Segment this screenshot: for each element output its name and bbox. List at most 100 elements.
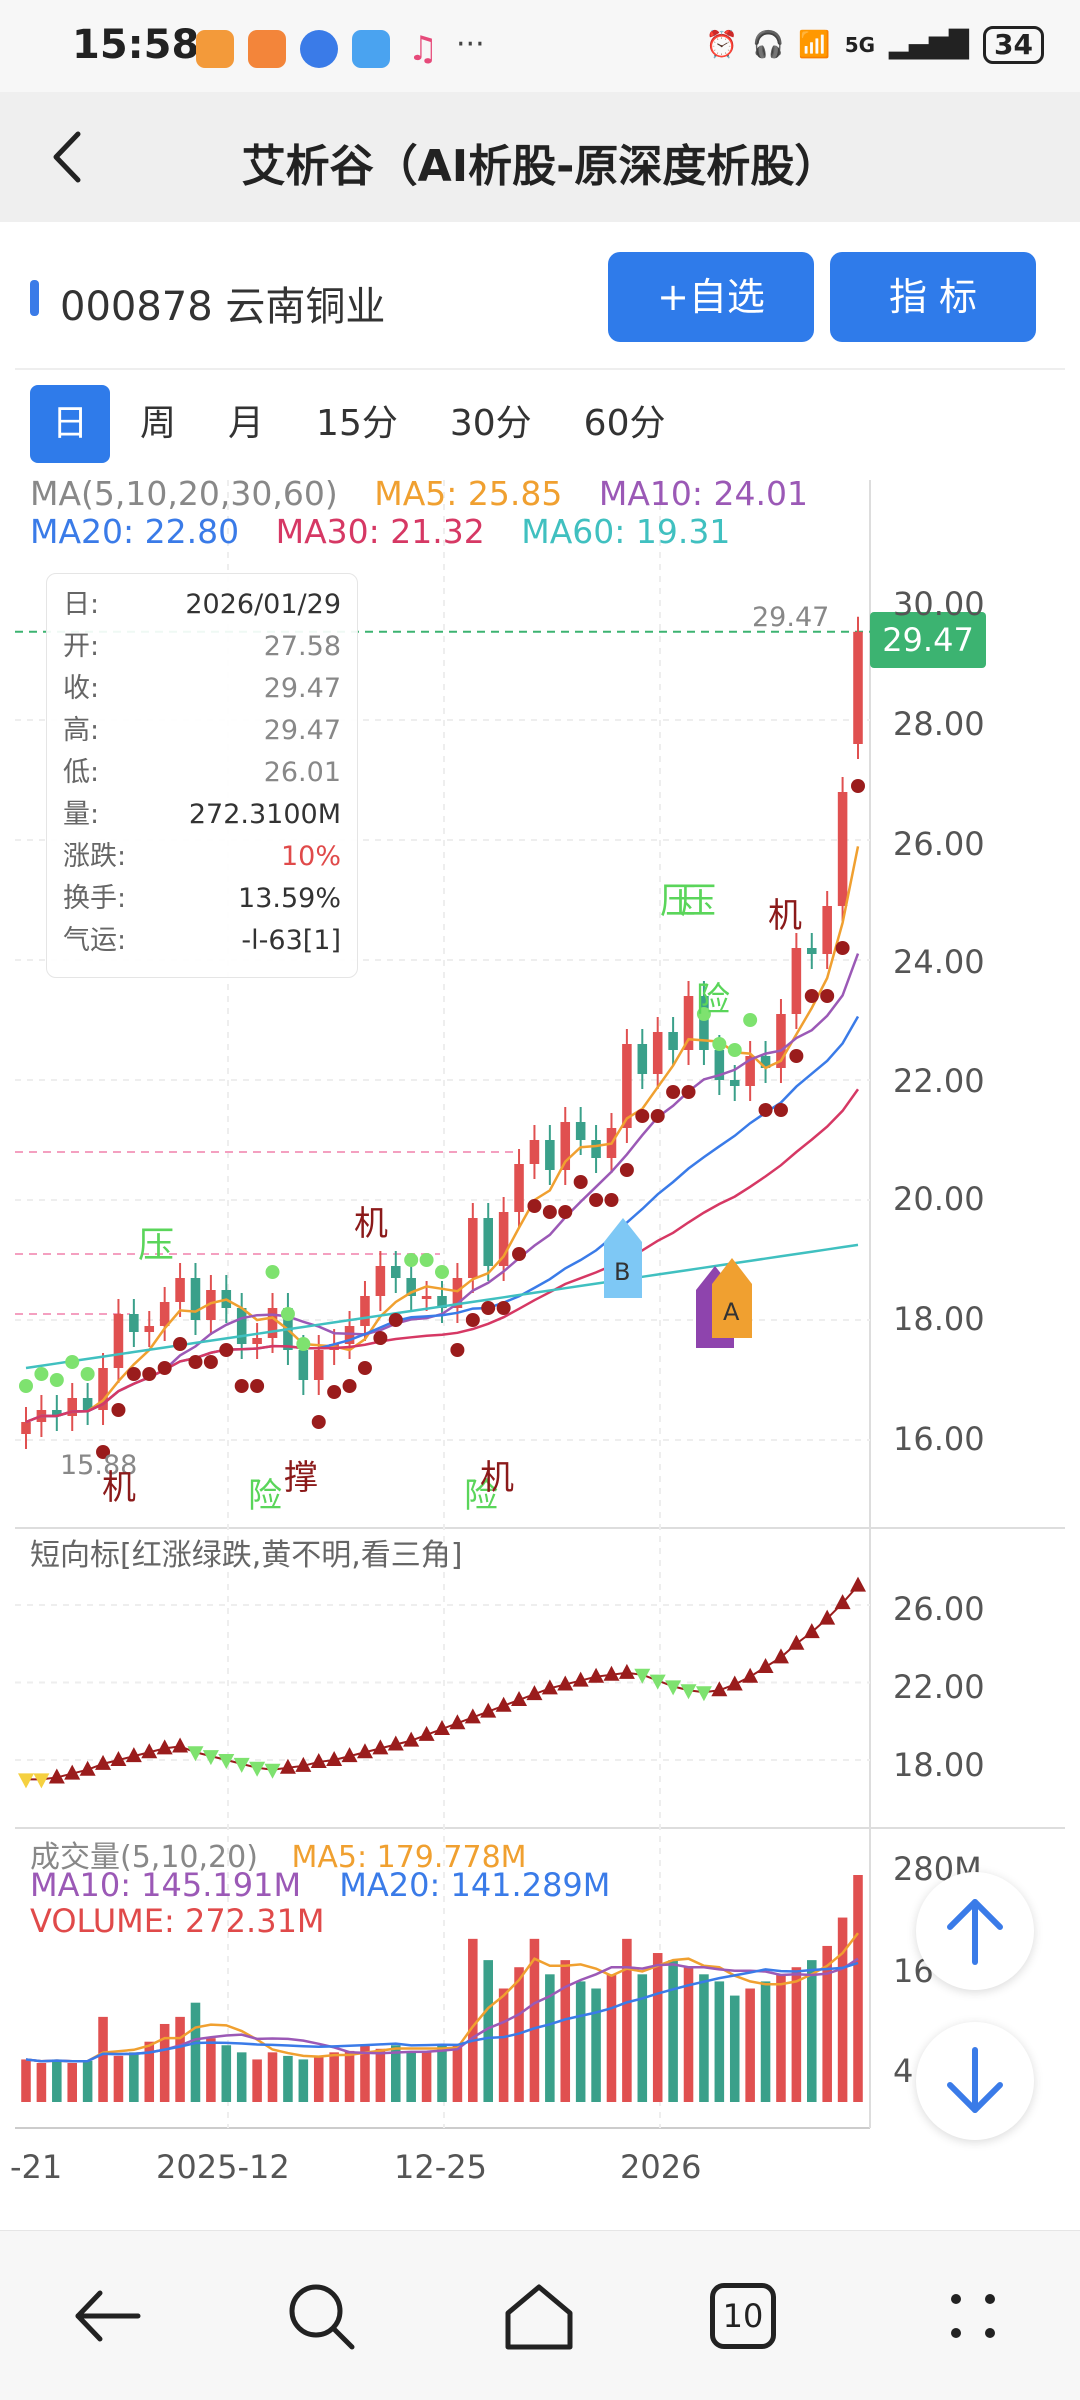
volume-bar — [760, 1981, 771, 2102]
volume-bar — [745, 1988, 755, 2102]
arrow-up-icon — [947, 1899, 1003, 1965]
candle-body — [421, 1296, 432, 1299]
indicator-button[interactable]: 指 标 — [830, 252, 1036, 342]
candle-body — [129, 1314, 139, 1332]
candle-body — [545, 1140, 555, 1170]
nav-menu-icon[interactable] — [928, 2271, 1018, 2361]
volume-ma-line — [25, 1961, 859, 2063]
stock-header: 000878 云南铜业 +自选 指 标 — [0, 222, 1080, 368]
candle-body — [206, 1290, 216, 1320]
volume-legend-row1: 成交量(5,10,20) MA5: 179.778M — [30, 1840, 527, 1875]
volume-bar — [36, 2062, 47, 2102]
x-axis-label: -21 — [10, 2148, 63, 2186]
short-indicator-triangle — [295, 1756, 312, 1772]
info-row-high: 高: 29.47 — [63, 715, 341, 746]
volume-bar — [622, 1938, 632, 2102]
price-axis-label: 30.00 — [893, 585, 985, 623]
short-axis-label: 18.00 — [893, 1746, 985, 1784]
short-indicator-triangle — [803, 1623, 820, 1639]
short-indicator-triangle — [264, 1763, 281, 1779]
signal-opportunity: 机 — [768, 896, 802, 936]
short-indicator-triangle — [387, 1735, 404, 1751]
short-indicator-triangle — [48, 1768, 65, 1784]
tab-day[interactable]: 日 — [30, 385, 111, 463]
price-axis-label: 16.00 — [893, 1420, 985, 1458]
tab-15min[interactable]: 15分 — [316, 403, 398, 444]
trend-dot — [481, 1301, 496, 1315]
trend-dot — [327, 1385, 342, 1399]
volume-bar — [807, 1960, 817, 2102]
short-indicator-triangle — [665, 1680, 682, 1696]
short-indicator-triangle — [310, 1752, 327, 1768]
volume-bar — [267, 2052, 278, 2102]
short-indicator-triangle — [819, 1609, 836, 1625]
nav-tabs-button[interactable]: 10 — [710, 2283, 776, 2349]
high-price-label: 29.47 — [752, 602, 830, 633]
trend-dot — [589, 1193, 604, 1207]
volume-bar — [144, 2041, 155, 2102]
trend-dot — [419, 1253, 434, 1267]
short-indicator-triangle — [110, 1751, 127, 1766]
more-notifications-icon: ··· — [456, 27, 485, 62]
trend-dot — [188, 1355, 203, 1369]
trend-dot — [758, 1103, 773, 1117]
marker-a[interactable]: A — [712, 1258, 752, 1338]
nav-back-icon[interactable] — [62, 2271, 152, 2361]
short-indicator-triangle — [403, 1731, 420, 1747]
short-indicator-triangle — [495, 1696, 512, 1712]
short-indicator-triangle — [711, 1681, 728, 1697]
x-axis-label: 2025-12 — [156, 2148, 290, 2186]
nav-home-icon[interactable] — [494, 2271, 584, 2361]
scroll-down-button[interactable] — [916, 2022, 1034, 2140]
tab-month[interactable]: 月 — [228, 403, 265, 444]
trend-dot — [727, 1043, 742, 1057]
volume-bar — [468, 1938, 478, 2102]
add-watchlist-button[interactable]: +自选 — [608, 252, 814, 342]
candle-body — [67, 1398, 77, 1416]
signal-risk: 险 — [696, 980, 730, 1020]
trend-dot — [851, 779, 865, 793]
app-heart-icon — [196, 30, 234, 68]
candle-body — [529, 1140, 540, 1164]
volume-bar — [853, 1875, 863, 2102]
trend-dot — [111, 1403, 126, 1417]
tab-30min[interactable]: 30分 — [449, 403, 532, 444]
volume-bar — [498, 1988, 509, 2102]
candle-body — [807, 948, 817, 954]
signal-opportunity: 机 — [354, 1204, 388, 1244]
trend-dot — [666, 1085, 681, 1099]
short-indicator-triangle — [618, 1663, 635, 1679]
candle-body — [683, 996, 694, 1050]
x-axis-label: 12-25 — [394, 2148, 487, 2186]
short-indicator-triangle — [141, 1743, 158, 1759]
candle-body — [298, 1350, 309, 1380]
candle-body — [144, 1326, 155, 1332]
volume-bar — [52, 2059, 62, 2102]
tab-60min[interactable]: 60分 — [583, 403, 666, 444]
status-system: ⏰ 🎧 📶 5G ▂▄▆█ 34 — [706, 26, 1044, 64]
ma10-line — [25, 953, 860, 1424]
candle-body — [483, 1218, 493, 1266]
candle-body — [853, 631, 863, 744]
candle-body — [98, 1368, 108, 1410]
divider — [15, 368, 1065, 370]
short-indicator-triangle — [649, 1674, 666, 1690]
trend-dot — [342, 1379, 357, 1393]
trend-dot — [34, 1367, 49, 1381]
kline-chart[interactable] — [0, 470, 1080, 2210]
volume-bar — [483, 1960, 493, 2102]
scroll-up-button[interactable] — [916, 1872, 1034, 1990]
back-arrow-icon[interactable] — [36, 122, 106, 192]
short-indicator-triangle — [695, 1686, 712, 1702]
trend-dot — [527, 1199, 542, 1213]
signal-opportunity: 机 — [480, 1458, 514, 1498]
candle-body — [637, 1044, 648, 1074]
candle-info-box: 日: 2026/01/29 开: 27.58 收: 29.47 高: 29.47 低: 2… — [46, 573, 358, 978]
tab-week[interactable]: 周 — [140, 403, 177, 444]
nav-search-icon[interactable] — [276, 2271, 366, 2361]
candle-body — [236, 1308, 247, 1344]
short-indicator-triangle — [18, 1773, 34, 1789]
volume-bar — [683, 1967, 694, 2102]
marker-b[interactable]: B — [604, 1218, 642, 1298]
candle-body — [313, 1350, 324, 1380]
